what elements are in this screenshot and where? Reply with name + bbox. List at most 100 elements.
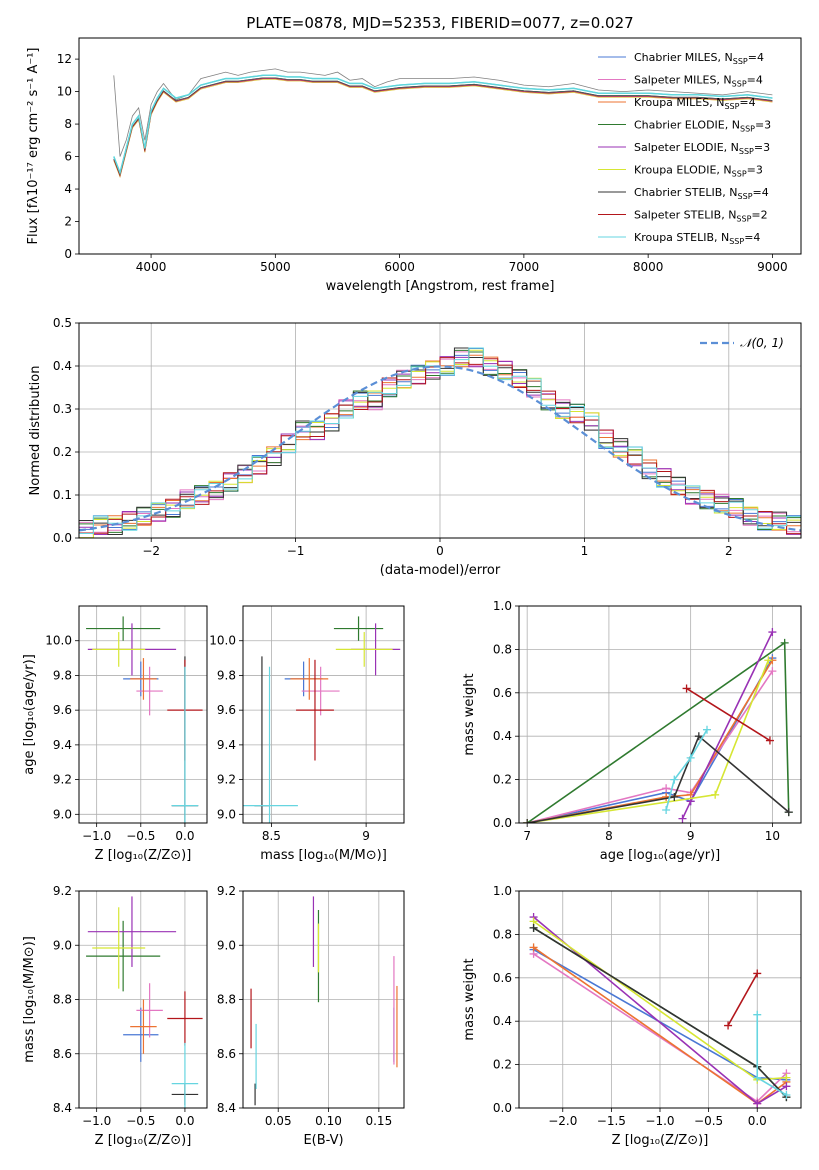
weight-vs-Z-xlabel: Z [log₁₀(Z/Z⊙)] xyxy=(612,1133,709,1148)
weight-vs-Z-marker xyxy=(753,969,762,978)
age-vs-Z-ytick-label: 9.4 xyxy=(53,738,72,752)
legend-entry-label: Kroupa STELIB, N xyxy=(634,231,729,244)
weight-vs-age-marker xyxy=(765,736,774,745)
spectrum-xtick-label: 9000 xyxy=(757,260,788,274)
mass-vs-EBV-axes: 0.05 0.10 0.15 8.4 8.6 8.8 9.0 9.2 E(B-V) xyxy=(217,884,404,1148)
weight-vs-Z-marker xyxy=(782,1073,791,1082)
weight-vs-age-marker xyxy=(682,684,691,693)
weight-vs-Z-xtick-label: −1.0 xyxy=(645,1114,674,1128)
mass-vs-Z-ylabel: mass [log₁₀(M/M⊙)] xyxy=(22,936,37,1063)
spectrum-ytick-label: 6 xyxy=(64,150,72,164)
spectrum-model-variant-line xyxy=(113,78,773,178)
spectrum-xtick-label: 5000 xyxy=(260,260,291,274)
age-vs-Z-ytick-label: 9.0 xyxy=(53,807,72,821)
age-vs-mass-xtick-label: 9 xyxy=(362,829,370,843)
weight-vs-Z-frame xyxy=(518,890,802,1109)
age-vs-Z-ytick-label: 9.6 xyxy=(53,703,72,717)
legend-entry-label: Kroupa MILES, N xyxy=(634,96,724,109)
weight-vs-age-frame xyxy=(518,605,802,824)
legend-entry-label: Chabrier MILES, N xyxy=(634,51,733,64)
legend-entry-sub: SSP xyxy=(740,125,755,134)
weight-vs-Z-marker xyxy=(529,923,538,932)
spectrum-ytick-label: 4 xyxy=(64,182,72,196)
mass-vs-EBV-ytick-label: 9.0 xyxy=(217,938,236,952)
age-vs-Z-frame xyxy=(78,605,208,824)
weight-vs-age-lines xyxy=(523,628,793,823)
histogram-gaussian-line xyxy=(79,365,801,532)
weight-vs-age-marker xyxy=(703,725,711,734)
mass-vs-Z-xtick-label: 0.0 xyxy=(175,1114,194,1128)
age-vs-Z-points xyxy=(86,616,203,823)
legend-entry-suffix: =4 xyxy=(744,231,760,244)
weight-vs-Z-axes: −2.0 −1.5 −1.0 −0.5 0.0 0.0 0.2 0.4 0.6 0.8 1.0 Z [… xyxy=(462,884,801,1148)
weight-vs-Z-ytick-label: 0.2 xyxy=(493,1058,512,1072)
legend-entry-sub: SSP xyxy=(739,147,754,156)
age-vs-Z-ylabel: age [log₁₀(age/yr)] xyxy=(22,654,37,775)
legend-entry: Kroupa ELODIE, NSSP=3 xyxy=(634,164,763,179)
spectrum-lines xyxy=(113,68,773,179)
weight-vs-age-marker xyxy=(784,808,793,817)
legend-entry-label: Salpeter ELODIE, N xyxy=(634,141,739,154)
spectrum-ytick-label: 8 xyxy=(64,117,72,131)
histogram-xtick-label: 2 xyxy=(725,544,733,558)
age-vs-mass-ytick-label: 9.8 xyxy=(217,668,236,682)
weight-vs-age-marker xyxy=(711,790,720,799)
weight-vs-Z-marker xyxy=(529,943,538,952)
weight-vs-Z-marker xyxy=(753,1073,762,1082)
weight-vs-age-ytick-label: 0.6 xyxy=(493,686,512,700)
spectrum-model-variant-line xyxy=(113,79,773,179)
mass-vs-Z-xtick-label: −1.0 xyxy=(82,1114,111,1128)
legend-entry-sub: SSP xyxy=(736,215,751,224)
weight-vs-age-series-line xyxy=(527,734,790,823)
mass-vs-Z-ytick-label: 8.8 xyxy=(53,993,72,1007)
legend-entry: Kroupa STELIB, NSSP=4 xyxy=(634,231,760,246)
weight-vs-age-ytick-label: 0.2 xyxy=(493,773,512,787)
age-vs-Z-ytick-label: 9.8 xyxy=(53,668,72,682)
spectrum-xtick-label: 4000 xyxy=(136,260,167,274)
weight-vs-age-marker xyxy=(662,792,671,801)
spectrum-ytick-label: 2 xyxy=(64,215,72,229)
weight-vs-age-marker xyxy=(670,775,679,784)
weight-vs-Z-xtick-label: −1.5 xyxy=(597,1114,626,1128)
legend-entry: Salpeter ELODIE, NSSP=3 xyxy=(634,141,770,156)
mass-vs-EBV-xtick-label: 0.05 xyxy=(265,1114,292,1128)
weight-vs-age-marker xyxy=(662,784,671,793)
legend-entry: Chabrier MILES, NSSP=4 xyxy=(634,51,764,66)
legend-entry-label: Salpeter MILES, N xyxy=(634,74,732,87)
mass-vs-Z-frame xyxy=(78,890,208,1109)
histogram-frame xyxy=(78,322,802,539)
legend-entry: Chabrier STELIB, NSSP=4 xyxy=(634,186,769,201)
weight-vs-age-marker xyxy=(523,819,532,823)
histogram-legend-label: 𝒩(0, 1) xyxy=(740,336,784,350)
histogram-ytick-label: 0.3 xyxy=(53,402,72,416)
weight-vs-age-ytick-label: 0.4 xyxy=(493,729,512,743)
weight-vs-Z-ylabel: mass weight xyxy=(462,958,477,1040)
legend-entry-suffix: =2 xyxy=(751,209,767,222)
age-vs-Z-ytick-label: 9.2 xyxy=(53,773,72,787)
histogram-xtick-label: 0 xyxy=(436,544,444,558)
weight-vs-Z-marker xyxy=(753,1010,762,1019)
legend-entry-suffix: =4 xyxy=(739,96,755,109)
mass-vs-Z-points xyxy=(86,896,203,1108)
spectrum-data-line xyxy=(113,68,773,157)
legend-entry-label: Salpeter STELIB, N xyxy=(634,209,736,222)
weight-vs-age-marker xyxy=(768,667,777,676)
histogram-steps xyxy=(79,347,801,538)
legend-entry-suffix: =3 xyxy=(747,164,763,177)
weight-vs-age-series-line xyxy=(665,729,708,811)
weight-vs-Z-ytick-label: 0.6 xyxy=(493,971,512,985)
spectrum-xtick-label: 6000 xyxy=(384,260,415,274)
weight-vs-Z-xtick-label: 0.0 xyxy=(748,1114,767,1128)
spectrum-xtick-label: 8000 xyxy=(633,260,664,274)
spectrum-frame xyxy=(78,37,802,255)
mass-vs-Z-ytick-label: 8.6 xyxy=(53,1047,72,1061)
age-vs-mass-ytick-label: 9.4 xyxy=(217,738,236,752)
legend-entry: Kroupa MILES, NSSP=4 xyxy=(634,96,756,111)
age-vs-Z-ytick-label: 10.0 xyxy=(45,634,72,648)
spectrum-ytick-label: 12 xyxy=(57,52,72,66)
weight-vs-Z-marker xyxy=(724,1021,733,1030)
age-vs-mass-ytick-label: 10.0 xyxy=(209,634,236,648)
mass-vs-Z-ytick-label: 9.2 xyxy=(53,884,72,898)
legend-entry: Chabrier ELODIE, NSSP=3 xyxy=(634,119,771,134)
